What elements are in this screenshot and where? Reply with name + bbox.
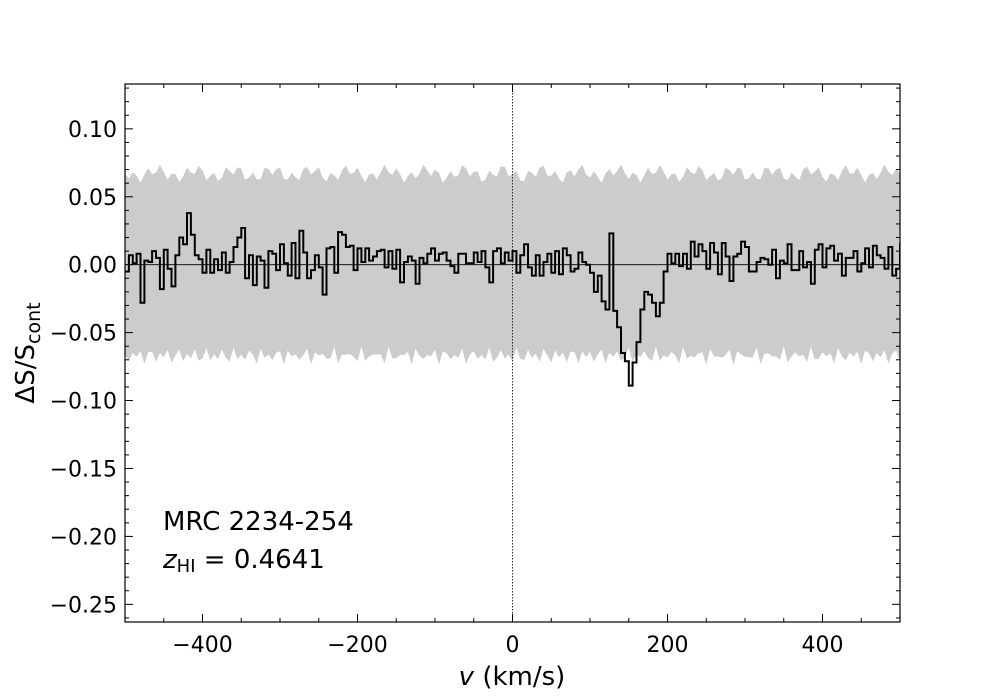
redshift-label: zHI = 0.4641 bbox=[162, 545, 325, 577]
tick-labels: −400 −200 0 200 400 0.10 0.05 0.00 −0.05 −0.10 −0.… bbox=[50, 118, 844, 658]
redshift-symbol: z bbox=[162, 545, 178, 575]
axis-ticks bbox=[124, 84, 901, 622]
x-tick-label: −200 bbox=[327, 633, 387, 658]
y-tick-label: 0.10 bbox=[68, 118, 117, 143]
y-tick-label: −0.20 bbox=[50, 525, 117, 550]
y-tick-label: −0.05 bbox=[50, 322, 117, 347]
x-tick-label: 0 bbox=[506, 633, 520, 658]
x-axis-label: v (km/s) bbox=[459, 662, 566, 692]
y-tick-label: −0.10 bbox=[50, 390, 117, 415]
y-axis-label: ΔS/Scont bbox=[11, 302, 45, 403]
x-tick-label: 200 bbox=[647, 633, 689, 658]
y-axis-subscript: cont bbox=[23, 302, 45, 344]
spectrum-line bbox=[125, 212, 900, 387]
x-tick-label: 400 bbox=[802, 633, 844, 658]
redshift-subscript: HI bbox=[177, 556, 196, 577]
x-axis-unit: (km/s) bbox=[474, 662, 565, 692]
y-tick-label: 0.05 bbox=[68, 186, 117, 211]
x-tick-label: −400 bbox=[172, 633, 232, 658]
plot-frame bbox=[124, 83, 901, 623]
y-axis-main: ΔS/S bbox=[11, 344, 41, 404]
x-axis-variable: v bbox=[459, 662, 475, 692]
y-tick-label: 0.00 bbox=[68, 254, 117, 279]
redshift-value: = 0.4641 bbox=[196, 545, 325, 575]
source-name: MRC 2234-254 bbox=[163, 507, 354, 537]
y-tick-label: −0.15 bbox=[50, 457, 117, 482]
plot-area bbox=[125, 84, 900, 622]
y-tick-label: −0.25 bbox=[50, 593, 117, 618]
